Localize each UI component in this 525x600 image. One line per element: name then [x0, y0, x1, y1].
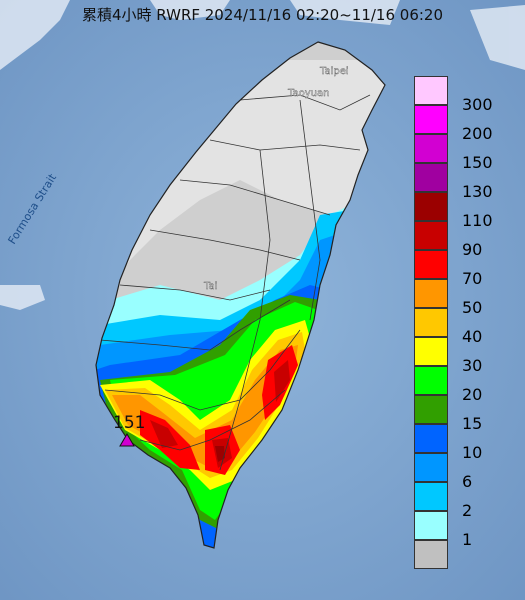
legend-row: 15: [410, 395, 506, 433]
legend-row: 40: [410, 308, 506, 346]
legend-label: 70: [462, 269, 483, 288]
legend-label: 2: [462, 501, 473, 520]
rainfall-legend: 300 200 150 130 110 90 70 50 40 30 20 15 10 6 2 1: [410, 76, 506, 574]
legend-label: 200: [462, 124, 493, 143]
legend-row: 2: [410, 482, 506, 520]
map-title: 累積4小時 RWRF 2024/11/16 02:20~11/16 06:20: [81, 6, 444, 24]
legend-label: 110: [462, 211, 493, 230]
legend-label: 20: [462, 385, 483, 404]
legend-row: 150: [410, 134, 506, 172]
legend-label: 300: [462, 95, 493, 114]
legend-swatch: [414, 453, 448, 482]
max-value-label: 151: [113, 413, 145, 433]
legend-swatch: [414, 482, 448, 511]
legend-row: 130: [410, 163, 506, 201]
legend-row: 50: [410, 279, 506, 317]
label-taipei: Taipei: [319, 66, 349, 77]
legend-row: 1: [410, 511, 506, 549]
legend-swatch: [414, 424, 448, 453]
legend-swatch: [414, 134, 448, 163]
legend-label: 30: [462, 356, 483, 375]
legend-row: 200: [410, 105, 506, 143]
legend-label: 6: [462, 472, 473, 491]
cloud-patches: [0, 0, 525, 310]
legend-row: 300: [410, 76, 506, 114]
max-value-marker-icon: [119, 433, 135, 447]
legend-row: [410, 540, 506, 570]
legend-label: 130: [462, 182, 493, 201]
legend-swatch: [414, 163, 448, 192]
legend-label: 150: [462, 153, 493, 172]
legend-swatch: [414, 192, 448, 221]
legend-swatch: [414, 105, 448, 134]
legend-swatch: [414, 366, 448, 395]
legend-label: 50: [462, 298, 483, 317]
legend-swatch: [414, 337, 448, 366]
legend-swatch: [414, 221, 448, 250]
legend-row: 110: [410, 192, 506, 230]
legend-swatch: [414, 308, 448, 337]
label-taoyuan: Taoyuan: [287, 88, 329, 99]
legend-label: 1: [462, 530, 473, 549]
legend-swatch: [414, 540, 448, 569]
legend-row: 70: [410, 250, 506, 288]
legend-row: 30: [410, 337, 506, 375]
legend-swatch: [414, 511, 448, 540]
label-taichung: Tai: [203, 281, 217, 292]
island-outline: [95, 41, 386, 549]
legend-row: 6: [410, 453, 506, 491]
legend-label: 90: [462, 240, 483, 259]
legend-swatch: [414, 76, 448, 105]
legend-row: 20: [410, 366, 506, 404]
legend-swatch: [414, 279, 448, 308]
legend-label: 10: [462, 443, 483, 462]
legend-label: 40: [462, 327, 483, 346]
legend-label: 15: [462, 414, 483, 433]
legend-swatch: [414, 250, 448, 279]
legend-row: 90: [410, 221, 506, 259]
legend-row: 10: [410, 424, 506, 462]
legend-swatch: [414, 395, 448, 424]
